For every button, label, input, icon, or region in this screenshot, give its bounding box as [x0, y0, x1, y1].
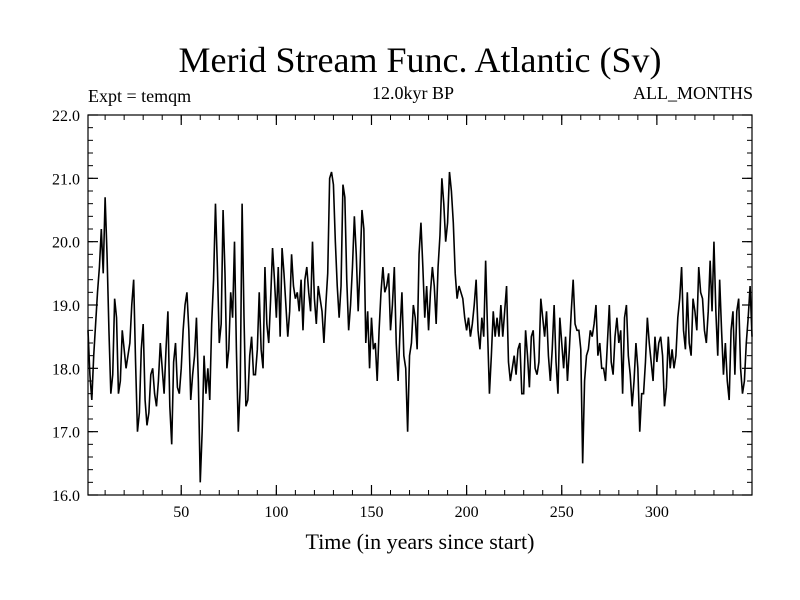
x-tick-label: 250	[550, 504, 574, 521]
x-tick-label: 50	[173, 504, 189, 521]
chart-title: Merid Stream Func. Atlantic (Sv)	[179, 40, 662, 80]
y-tick-label: 16.0	[52, 488, 80, 505]
y-tick-label: 17.0	[52, 425, 80, 442]
months-label: ALL_MONTHS	[633, 83, 753, 103]
y-tick-label: 20.0	[52, 235, 80, 252]
y-tick-label: 19.0	[52, 298, 80, 315]
data-series-line	[87, 171, 753, 483]
plot-frame	[87, 114, 753, 496]
x-tick-label: 150	[359, 504, 383, 521]
y-tick-labels: 16.0 17.0 18.0 19.0 20.0 21.0 22.0	[52, 108, 80, 505]
x-tick-labels: 50 100 150 200 250 300	[173, 504, 669, 521]
y-tick-label: 18.0	[52, 361, 80, 378]
chart-subtitle: 12.0kyr BP	[372, 83, 454, 103]
x-tick-label: 100	[264, 504, 288, 521]
y-tick-label: 21.0	[52, 171, 80, 188]
x-tick-label: 200	[455, 504, 479, 521]
x-tick-label: 300	[645, 504, 669, 521]
x-axis-label: Time (in years since start)	[306, 529, 535, 554]
experiment-label: Expt = temqm	[88, 86, 191, 106]
y-tick-label: 22.0	[52, 108, 80, 125]
